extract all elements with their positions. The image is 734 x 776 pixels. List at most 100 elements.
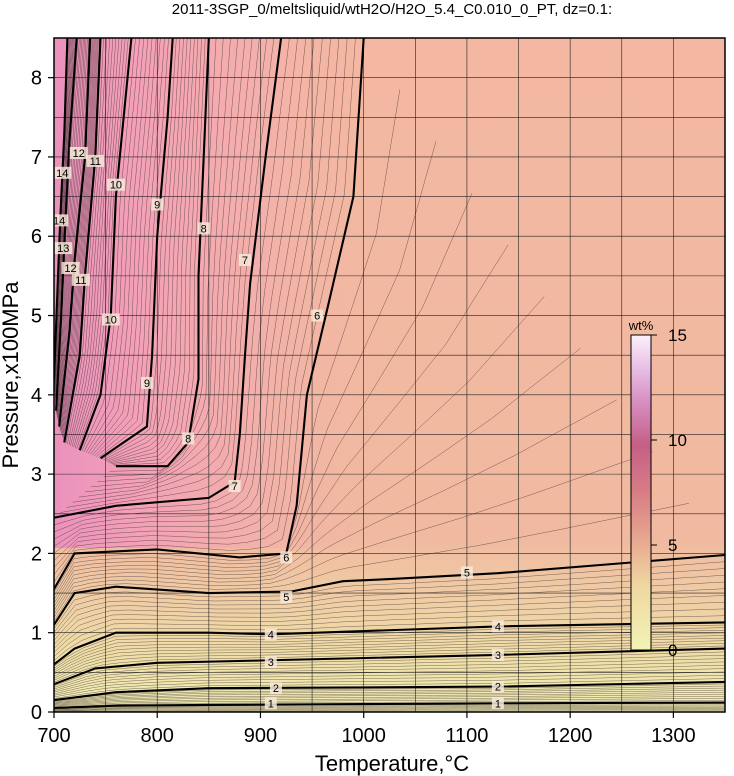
- fine-contour-line: [54, 38, 315, 547]
- contour-line-1: [54, 701, 725, 710]
- y-tick-label: 0: [31, 702, 42, 724]
- fine-contour-line: [54, 710, 725, 712]
- fine-contour-line: [63, 38, 100, 441]
- colorbar-tick-label: 15: [668, 326, 687, 345]
- fine-contour-line: [63, 38, 99, 440]
- fine-contour-line: [54, 637, 725, 677]
- contour-label-box: [460, 566, 473, 579]
- contour-label-box: [54, 166, 72, 179]
- fine-contour-line: [54, 708, 725, 711]
- y-tick-label: 2: [31, 543, 42, 565]
- fine-contour-line: [65, 38, 104, 444]
- fine-contour-line: [60, 38, 94, 432]
- contour-line-6: [54, 38, 365, 590]
- fine-contour-line: [54, 38, 307, 540]
- fine-contour-line: [54, 38, 71, 389]
- x-axis-label: Temperature,°C: [315, 751, 469, 776]
- contour-label: 9: [144, 378, 150, 390]
- fine-contour-line: [60, 38, 275, 513]
- fine-contour-line: [98, 38, 169, 458]
- contour-label: 8: [185, 433, 191, 445]
- contour-label-box: [491, 620, 504, 633]
- y-axis: 0 1 2 3 4 5 6 7 8: [31, 68, 54, 724]
- fine-contour-line: [54, 561, 725, 629]
- fine-contour-line: [61, 38, 96, 435]
- y-axis-label: Pressure,x100MPa: [0, 281, 23, 469]
- fine-contour-line: [54, 661, 725, 691]
- contour-label: 1: [495, 698, 501, 710]
- fine-contour-line: [54, 141, 437, 597]
- contour-label-box: [311, 309, 324, 322]
- fine-contour-line: [85, 38, 145, 453]
- y-tick-label: 7: [31, 147, 42, 169]
- fine-contour-line: [54, 244, 509, 604]
- fine-contour-line: [72, 38, 260, 503]
- x-tick-label: 900: [244, 725, 277, 747]
- fine-contour-line: [54, 38, 323, 554]
- fine-contour-line: [73, 38, 120, 448]
- contour-label-box: [61, 261, 80, 274]
- y-tick-label: 8: [31, 68, 42, 90]
- fine-contour-line: [54, 687, 725, 703]
- x-tick-label: 1200: [548, 725, 593, 747]
- fine-contour-line: [57, 38, 86, 421]
- colorbar-unit: wt%: [628, 318, 654, 333]
- fine-contour-line: [54, 38, 290, 526]
- colorbar-scale: [630, 334, 652, 651]
- fine-contour-line: [54, 668, 725, 695]
- fine-contour-line: [54, 683, 725, 702]
- fine-contour-line: [54, 615, 725, 661]
- contour-label: 9: [154, 200, 160, 212]
- fine-contour-line: [74, 38, 123, 449]
- fine-contour-line: [54, 627, 725, 669]
- fine-contour-line: [94, 38, 161, 457]
- fine-contour-line: [62, 38, 98, 438]
- fine-contour-line: [54, 581, 725, 641]
- contour-label-box: [197, 222, 210, 235]
- fine-contour-line: [54, 38, 340, 568]
- contour-label: 13: [57, 243, 69, 255]
- fine-contour-line: [54, 38, 348, 575]
- fine-contour-line: [54, 696, 725, 706]
- contour-label: 4: [495, 621, 501, 633]
- colorbar-tick-label: 5: [668, 536, 677, 555]
- fine-contour-line: [105, 38, 184, 461]
- fine-contour-line: [57, 38, 87, 422]
- fine-contour-line: [78, 38, 253, 498]
- fine-contour-line: [54, 640, 725, 679]
- contour-label: 10: [110, 180, 122, 192]
- y-tick-label: 3: [31, 464, 42, 486]
- fine-contour-line: [54, 601, 725, 653]
- fine-contour-line: [89, 38, 153, 455]
- contour-label: 2: [273, 683, 279, 695]
- fine-contour-line: [92, 38, 157, 456]
- contour-line-2: [54, 680, 725, 702]
- fine-contour-line: [54, 503, 689, 622]
- contour-label-box: [151, 198, 164, 211]
- contour-label: 10: [105, 314, 117, 326]
- contour-line-9: [99, 38, 174, 460]
- fine-contour-line: [101, 38, 177, 460]
- fine-contour-line: [54, 685, 725, 702]
- contour-line-7: [54, 38, 283, 519]
- chart-title: 2011-3SGP_0/meltsliquid/wtH2O/H2O_5.4_C0…: [172, 1, 612, 18]
- fine-contour-line: [91, 38, 239, 488]
- fine-contour-line: [54, 38, 331, 561]
- contour-label-box: [269, 682, 282, 695]
- fine-contour-line: [59, 38, 93, 430]
- y-tick-label: 6: [31, 226, 42, 248]
- contour-label-box: [280, 551, 293, 564]
- fine-contour-line: [54, 348, 581, 611]
- fine-contour-line: [54, 700, 725, 708]
- fine-contour-line: [54, 651, 725, 687]
- fine-contour-line: [54, 654, 725, 688]
- fine-contour-line: [76, 38, 126, 449]
- fine-contour-line: [54, 709, 725, 712]
- contour-label-box: [182, 432, 195, 445]
- x-tick-label: 800: [141, 725, 174, 747]
- x-tick-label: 1000: [341, 725, 386, 747]
- fine-contour-line: [54, 674, 725, 698]
- fine-contour-line: [58, 38, 88, 424]
- contour-label-box: [264, 656, 277, 669]
